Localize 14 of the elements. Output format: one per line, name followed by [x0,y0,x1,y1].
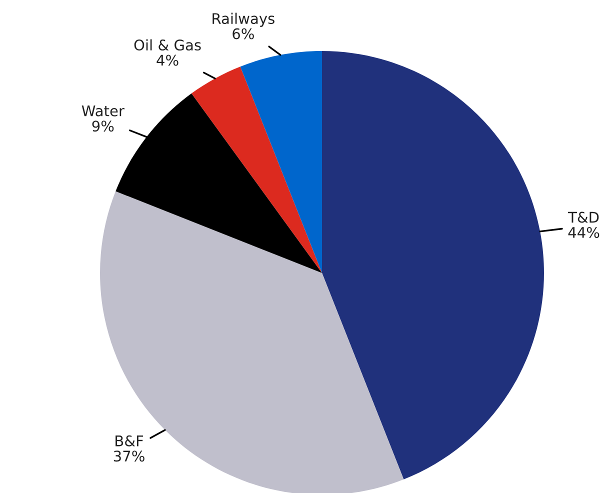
pie-slice [100,191,404,493]
data-label: 4% [156,54,178,66]
pie-slice [240,51,322,273]
pie-slice [192,66,322,273]
slice-label: T&D [568,212,599,223]
data-label: 37% [114,450,144,462]
pie-slice [322,51,544,480]
slice-label: Railways [212,12,274,27]
data-label: 6% [232,28,254,40]
slice-label: Water [82,106,124,116]
data-label: 44% [568,226,600,238]
data-label: 9% [92,120,114,132]
slice-label: B&F [116,435,144,446]
slice-label: Oil & Gas [134,39,201,51]
